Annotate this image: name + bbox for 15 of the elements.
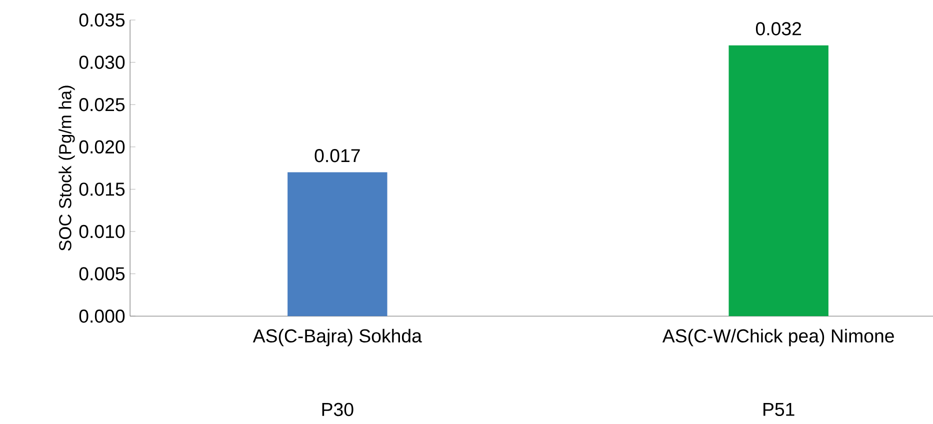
- data-label: 0.017: [314, 148, 360, 162]
- y-tick-label: 0.030: [79, 56, 125, 69]
- x-tick-label: AS(C-Bajra) Sokhda: [252, 328, 422, 346]
- y-tick-label: 0.000: [79, 309, 125, 323]
- y-tick-label: 0.010: [79, 224, 125, 238]
- text: P30: [322, 402, 354, 416]
- y-tick-label: 0.015: [79, 182, 125, 196]
- y-tick-label: 0.025: [79, 98, 125, 112]
- data-label: 0.032: [756, 22, 802, 36]
- y-tick-label: 0.020: [79, 140, 125, 154]
- y-tick-label: 0.005: [79, 267, 125, 280]
- y-tick-label: 0.035: [79, 13, 125, 27]
- text: P51: [764, 402, 794, 416]
- x-tick-label: AS(C-W/Chick pea) Nimone: [662, 328, 894, 346]
- y-axis-title: SOC Stock (Pg/m ha): [58, 86, 75, 251]
